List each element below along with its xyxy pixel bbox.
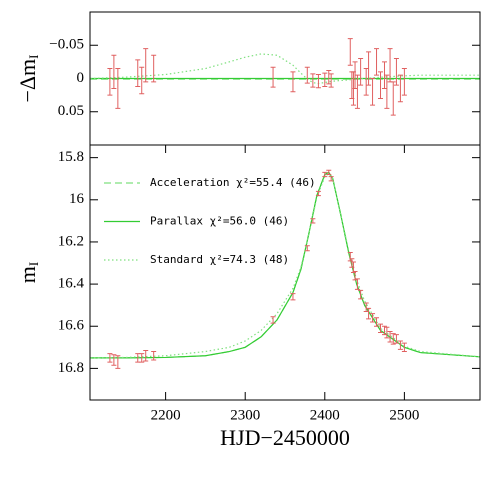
y-tick-label: 16 (69, 191, 85, 207)
x-axis-label: HJD−2450000 (220, 425, 350, 450)
error-bar (107, 68, 113, 96)
error-bar (290, 293, 296, 301)
error-bar (378, 323, 384, 334)
error-bar (304, 66, 310, 84)
error-bar (115, 355, 121, 369)
y-axis-label-sub: I (26, 54, 41, 58)
x-tick-label: 2400 (310, 407, 340, 423)
error-bar (390, 333, 396, 345)
x-tick-label: 2300 (230, 407, 260, 423)
error-bar (393, 334, 399, 344)
error-bar (115, 68, 121, 109)
error-bar (143, 48, 149, 83)
error-bar (397, 340, 403, 350)
error-bar (151, 54, 157, 83)
error-bar (328, 73, 334, 88)
error-bar (401, 68, 407, 96)
legend-label: Parallax χ²=56.0 (46) (150, 215, 289, 228)
error-bar (326, 169, 332, 176)
error-bar (378, 71, 384, 99)
error-bar (366, 307, 372, 320)
error-bar (390, 81, 396, 116)
x-tick-label: 2200 (151, 407, 181, 423)
error-bar (151, 351, 157, 361)
y-tick-label: 16.6 (58, 318, 85, 334)
error-bar (374, 48, 380, 76)
error-bar (310, 218, 316, 224)
error-bar (315, 190, 321, 197)
error-bar (387, 48, 393, 83)
error-bar (290, 71, 296, 93)
error-bar (358, 289, 364, 300)
y-axis-label-sub: I (26, 262, 41, 266)
error-bar (328, 176, 334, 182)
error-bar (139, 353, 145, 363)
error-bar (315, 74, 321, 89)
error-bar (401, 342, 407, 353)
y-axis-label-main: −Δm (15, 59, 40, 103)
y-tick-label: 16.4 (58, 276, 85, 292)
error-bar (354, 278, 360, 290)
error-bar (143, 349, 149, 362)
error-bar (387, 331, 393, 343)
error-bar (374, 317, 380, 327)
y-axis-label: mI (15, 262, 41, 283)
plot-frame (89, 144, 481, 401)
y-axis-label: −ΔmI (15, 54, 41, 102)
error-bar (107, 353, 113, 363)
y-tick-label: 15.8 (58, 149, 84, 165)
error-bar (363, 302, 369, 312)
model-line (90, 53, 480, 85)
error-bar (139, 66, 145, 95)
y-axis-label-main: m (15, 266, 40, 283)
error-bar (370, 313, 376, 323)
legend-label: Acceleration χ²=55.4 (46) (150, 176, 316, 189)
y-tick-label: 16.8 (58, 360, 84, 376)
error-bar (326, 70, 332, 85)
y-tick-label: 16.2 (58, 233, 84, 249)
y-tick-label: 0 (77, 70, 85, 86)
error-bar (135, 59, 141, 87)
error-bar (370, 78, 376, 106)
error-bar (304, 245, 310, 252)
error-bar (384, 326, 390, 339)
y-tick-label: −0.05 (49, 37, 84, 53)
error-bar (397, 74, 403, 103)
error-bar (270, 66, 276, 88)
error-bar (354, 74, 360, 109)
error-bar (111, 54, 117, 89)
error-bar (366, 51, 372, 86)
error-bar (310, 73, 316, 88)
error-bar (322, 72, 328, 87)
legend-label: Standard χ²=74.3 (48) (150, 253, 289, 266)
error-bar (111, 354, 117, 366)
y-tick-label: 0.05 (58, 103, 84, 119)
error-bar (270, 316, 276, 324)
error-bar (393, 58, 399, 86)
error-bar (322, 171, 328, 178)
error-bar (363, 68, 369, 96)
error-bar (358, 58, 364, 86)
x-tick-label: 2500 (389, 407, 419, 423)
error-bar (384, 74, 390, 109)
error-bar (347, 38, 353, 66)
